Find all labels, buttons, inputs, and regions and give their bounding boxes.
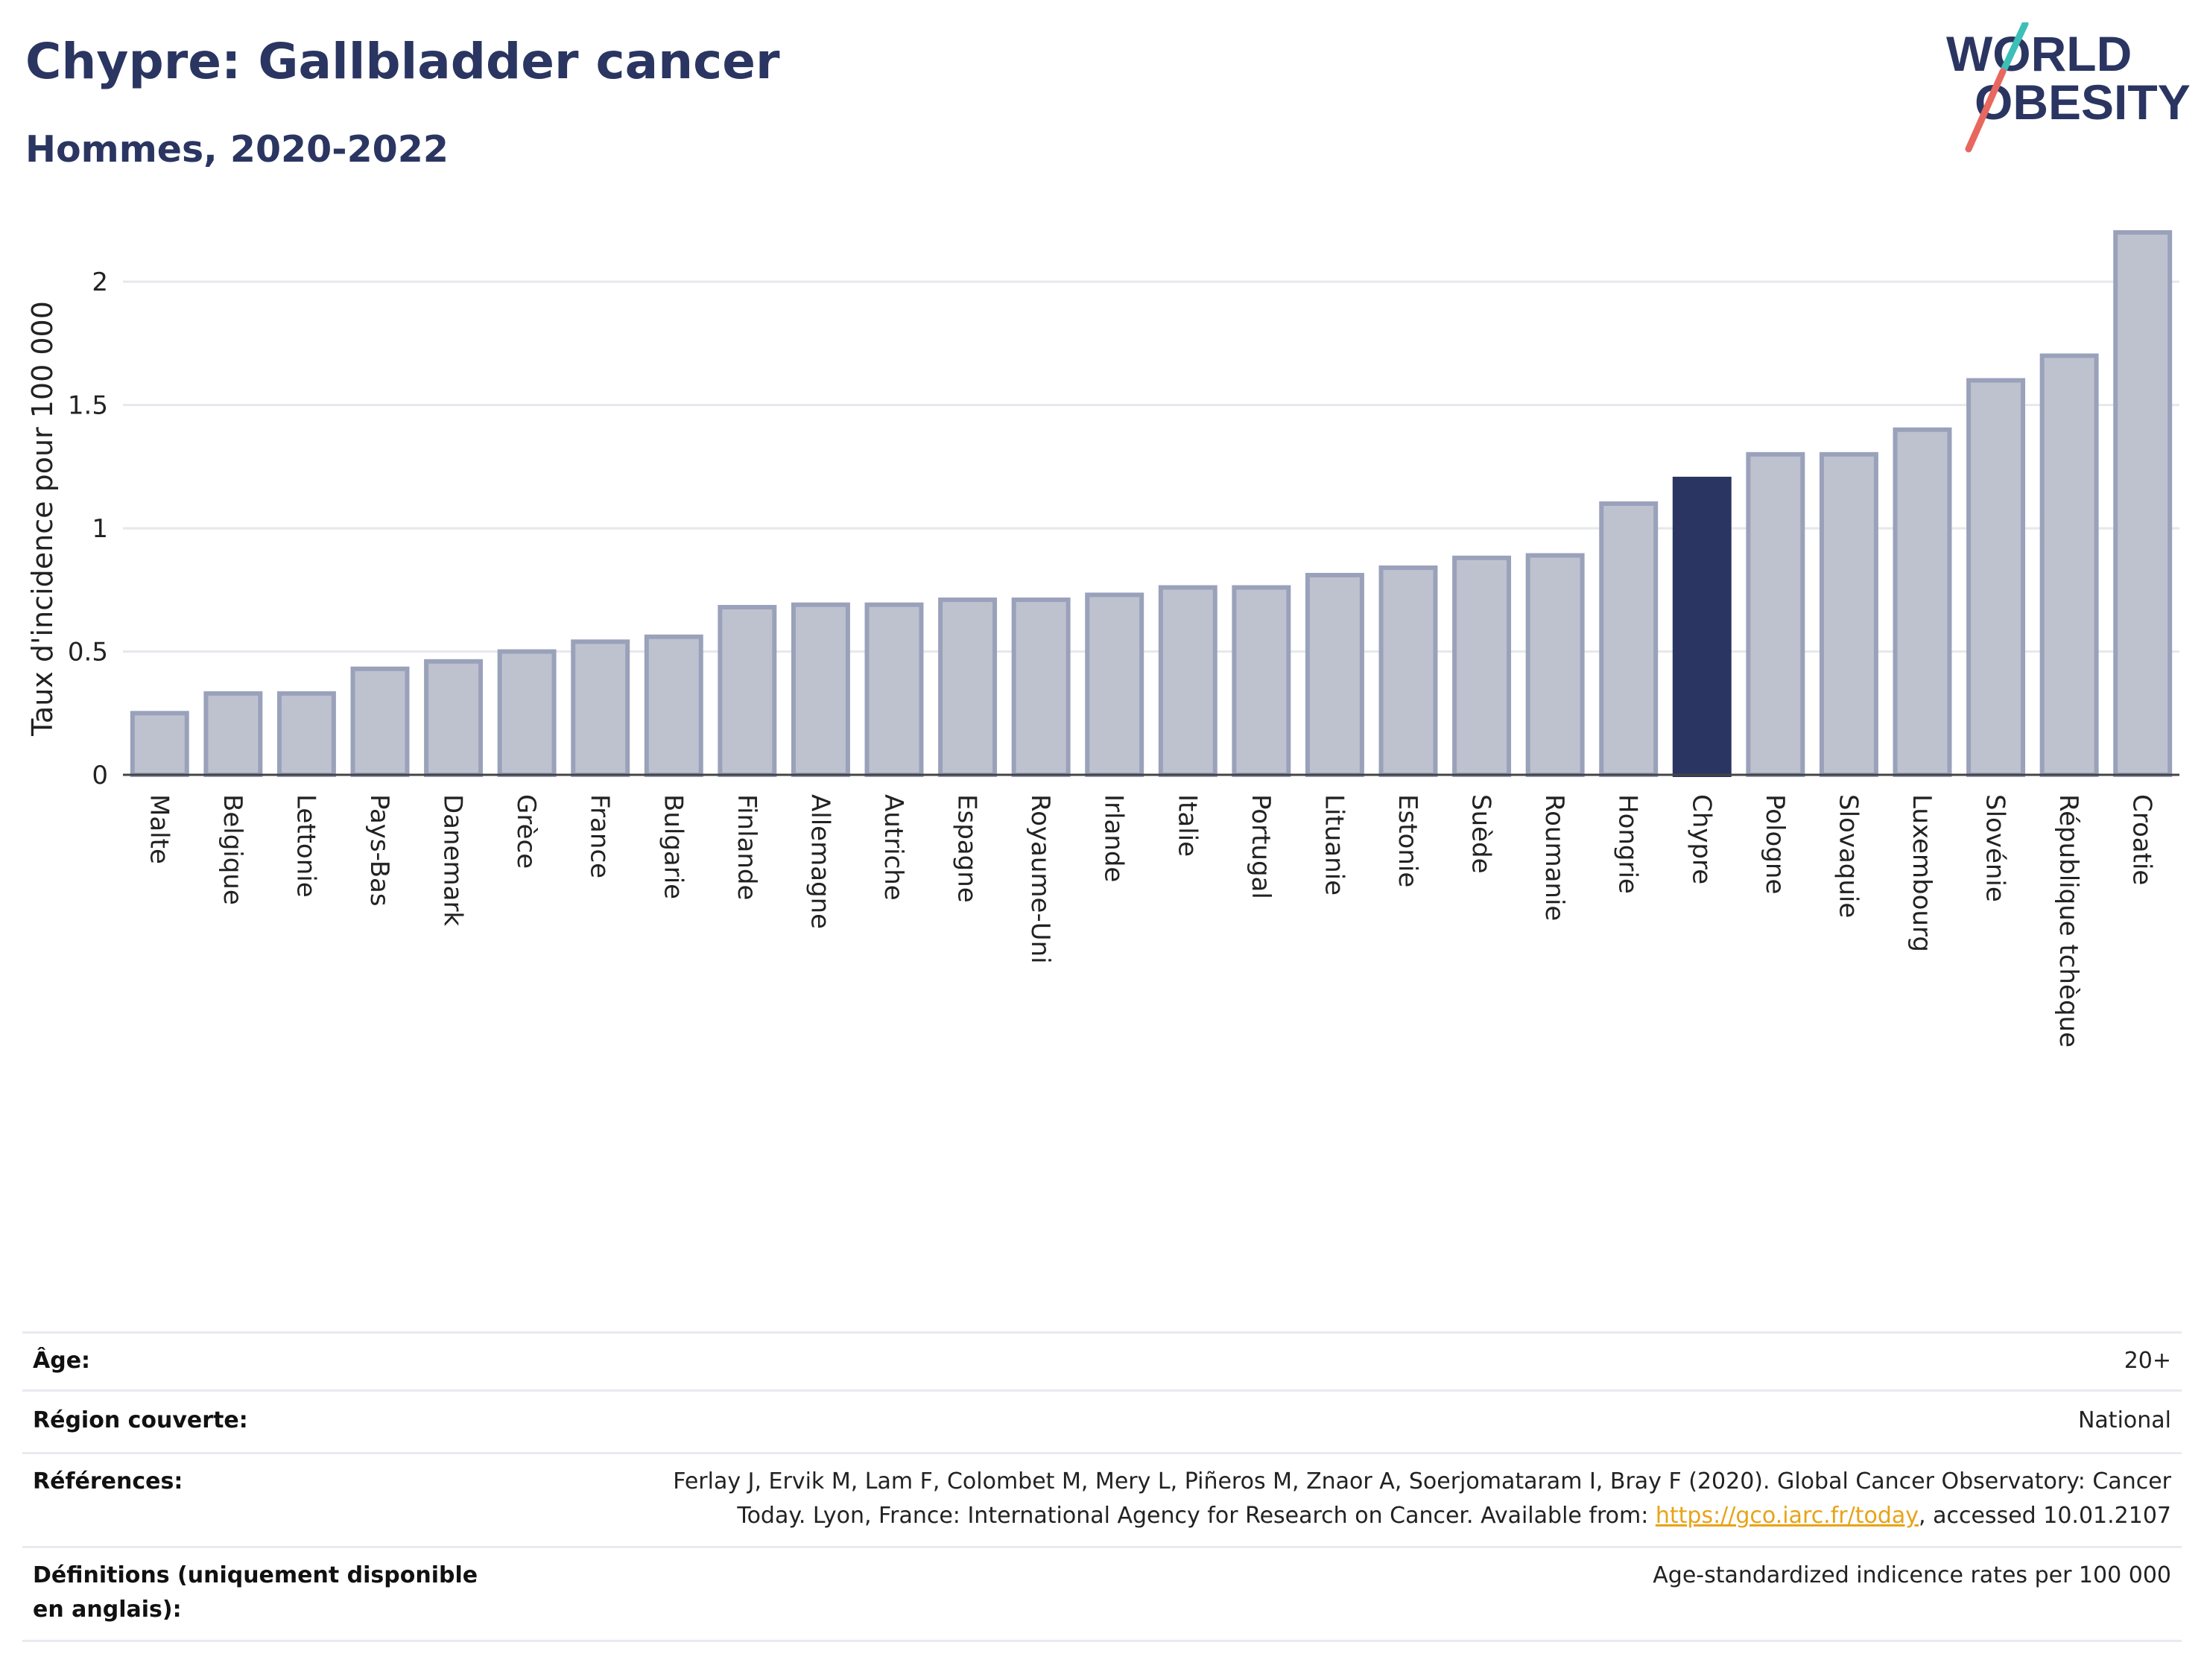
x-tick-label: Portugal	[1246, 794, 1276, 899]
x-tick-label: République tchèque	[2053, 794, 2083, 1047]
bar-portugal	[1232, 585, 1291, 777]
bar-suède	[1452, 555, 1512, 777]
x-tick-label: Bulgarie	[658, 794, 688, 899]
x-tick-label: Finlande	[732, 794, 761, 900]
x-tick-label: Roumanie	[1539, 794, 1569, 921]
y-tick-label: 0	[92, 761, 108, 790]
logo-line-2: OBESITY	[1975, 75, 2191, 130]
x-tick-label: Espagne	[952, 794, 982, 903]
bar-estonie	[1378, 565, 1438, 777]
logo-slash-red	[1965, 68, 2007, 153]
x-tick-label: France	[585, 794, 615, 878]
bar-croatie	[2113, 230, 2173, 777]
bar-irlande	[1085, 592, 1144, 777]
bar-lituanie	[1305, 572, 1364, 777]
x-tick-label: Slovénie	[1980, 794, 2010, 902]
x-tick-label: Hongrie	[1613, 794, 1643, 894]
definitions-label: Définitions (uniquement disponible en an…	[22, 1546, 520, 1642]
bar-royaume-uni	[1011, 597, 1071, 778]
region-value: National	[520, 1389, 2182, 1454]
references-text-1: Ferlay J, Ervik M, Lam F, Colombet M, Me…	[673, 1468, 2171, 1494]
bar-danemark	[424, 659, 484, 777]
bar-bulgarie	[644, 634, 703, 778]
bar-malte	[130, 711, 189, 777]
y-tick-labels: 0 0.5 1 1.5 2	[68, 267, 108, 790]
x-tick-label: Grèce	[511, 794, 541, 869]
bar-roumanie	[1525, 553, 1585, 777]
x-tick-label: Italie	[1172, 794, 1202, 857]
logo-slash-teal	[2001, 22, 2029, 72]
references-text-3: , accessed 10.01.2107	[1919, 1503, 2171, 1529]
chart-title: Chypre: Gallbladder cancer	[25, 33, 780, 90]
bar-hongrie	[1599, 501, 1659, 777]
info-table: Âge: 20+ Région couverte: National Référ…	[22, 1331, 2182, 1642]
bar-pays-bas	[350, 666, 410, 778]
bar-luxembourg	[1893, 427, 1952, 778]
info-row-references: Références: Ferlay J, Ervik M, Lam F, Co…	[22, 1452, 2182, 1548]
bar-belgique	[203, 691, 263, 777]
x-tick-label: Croatie	[2127, 794, 2157, 885]
bar-lettonie	[276, 691, 336, 777]
bar-france	[571, 639, 630, 777]
info-row-definitions: Définitions (uniquement disponible en an…	[22, 1546, 2182, 1642]
bar-république-tchèque	[2039, 353, 2099, 778]
age-value: 20+	[520, 1331, 2182, 1392]
bar-chart: 0 0.5 1 1.5 2 Malte Belgique Lettonie Pays-Bas D…	[26, 230, 2179, 1047]
bar-allemagne	[791, 602, 850, 777]
x-tick-label: Pologne	[1760, 794, 1790, 894]
x-tick-label: Irlande	[1099, 794, 1129, 882]
x-tick-label: Lettonie	[291, 794, 320, 898]
x-tick-label: Estonie	[1393, 794, 1422, 887]
x-tick-label: Malte	[144, 794, 174, 864]
references-text-2: Today. Lyon, France: International Agenc…	[737, 1503, 1656, 1529]
world-obesity-logo: WORLD OBESITY	[1946, 22, 2191, 153]
x-tick-labels: Malte Belgique Lettonie Pays-Bas Danemark Grè…	[144, 794, 2156, 1047]
bar-slovaquie	[1819, 451, 1878, 777]
logo-line-1: WORLD	[1946, 26, 2132, 81]
age-label: Âge:	[22, 1331, 520, 1392]
references-label: Références:	[22, 1452, 520, 1548]
x-tick-label: Royaume-Uni	[1025, 794, 1055, 964]
x-tick-label: Chypre	[1686, 794, 1716, 884]
bar-grèce	[497, 649, 557, 778]
x-tick-label: Pays-Bas	[364, 794, 394, 907]
bar-pologne	[1746, 451, 1805, 777]
bar-italie	[1158, 585, 1217, 777]
chart-subtitle: Hommes, 2020-2022	[25, 128, 449, 171]
y-tick-label: 0.5	[68, 638, 108, 668]
region-label: Région couverte:	[22, 1389, 520, 1454]
x-tick-label: Allemagne	[805, 794, 835, 929]
bar-chypre	[1672, 476, 1732, 778]
references-link[interactable]: https://gco.iarc.fr/today	[1655, 1503, 1919, 1529]
x-tick-label: Luxembourg	[1907, 794, 1937, 952]
references-value: Ferlay J, Ervik M, Lam F, Colombet M, Me…	[520, 1452, 2182, 1548]
x-tick-label: Autriche	[878, 794, 908, 901]
x-tick-label: Danemark	[438, 794, 468, 926]
y-tick-label: 1	[92, 514, 108, 544]
bar-finlande	[718, 604, 777, 777]
x-tick-label: Belgique	[218, 794, 247, 905]
bar-autriche	[864, 602, 924, 777]
bar-slovénie	[1966, 378, 2026, 777]
x-tick-label: Slovaquie	[1833, 794, 1863, 918]
info-row-region: Région couverte: National	[22, 1389, 2182, 1454]
x-tick-label: Suède	[1466, 794, 1496, 874]
info-row-age: Âge: 20+	[22, 1331, 2182, 1392]
definitions-value: Age-standardized indicence rates per 100…	[520, 1546, 2182, 1642]
y-tick-label: 2	[92, 267, 108, 297]
x-tick-label: Lituanie	[1319, 794, 1349, 896]
bars	[130, 230, 2173, 778]
bar-espagne	[938, 597, 998, 778]
y-tick-label: 1.5	[68, 391, 108, 421]
y-axis-label: Taux d'incidence pour 100 000	[26, 301, 59, 737]
